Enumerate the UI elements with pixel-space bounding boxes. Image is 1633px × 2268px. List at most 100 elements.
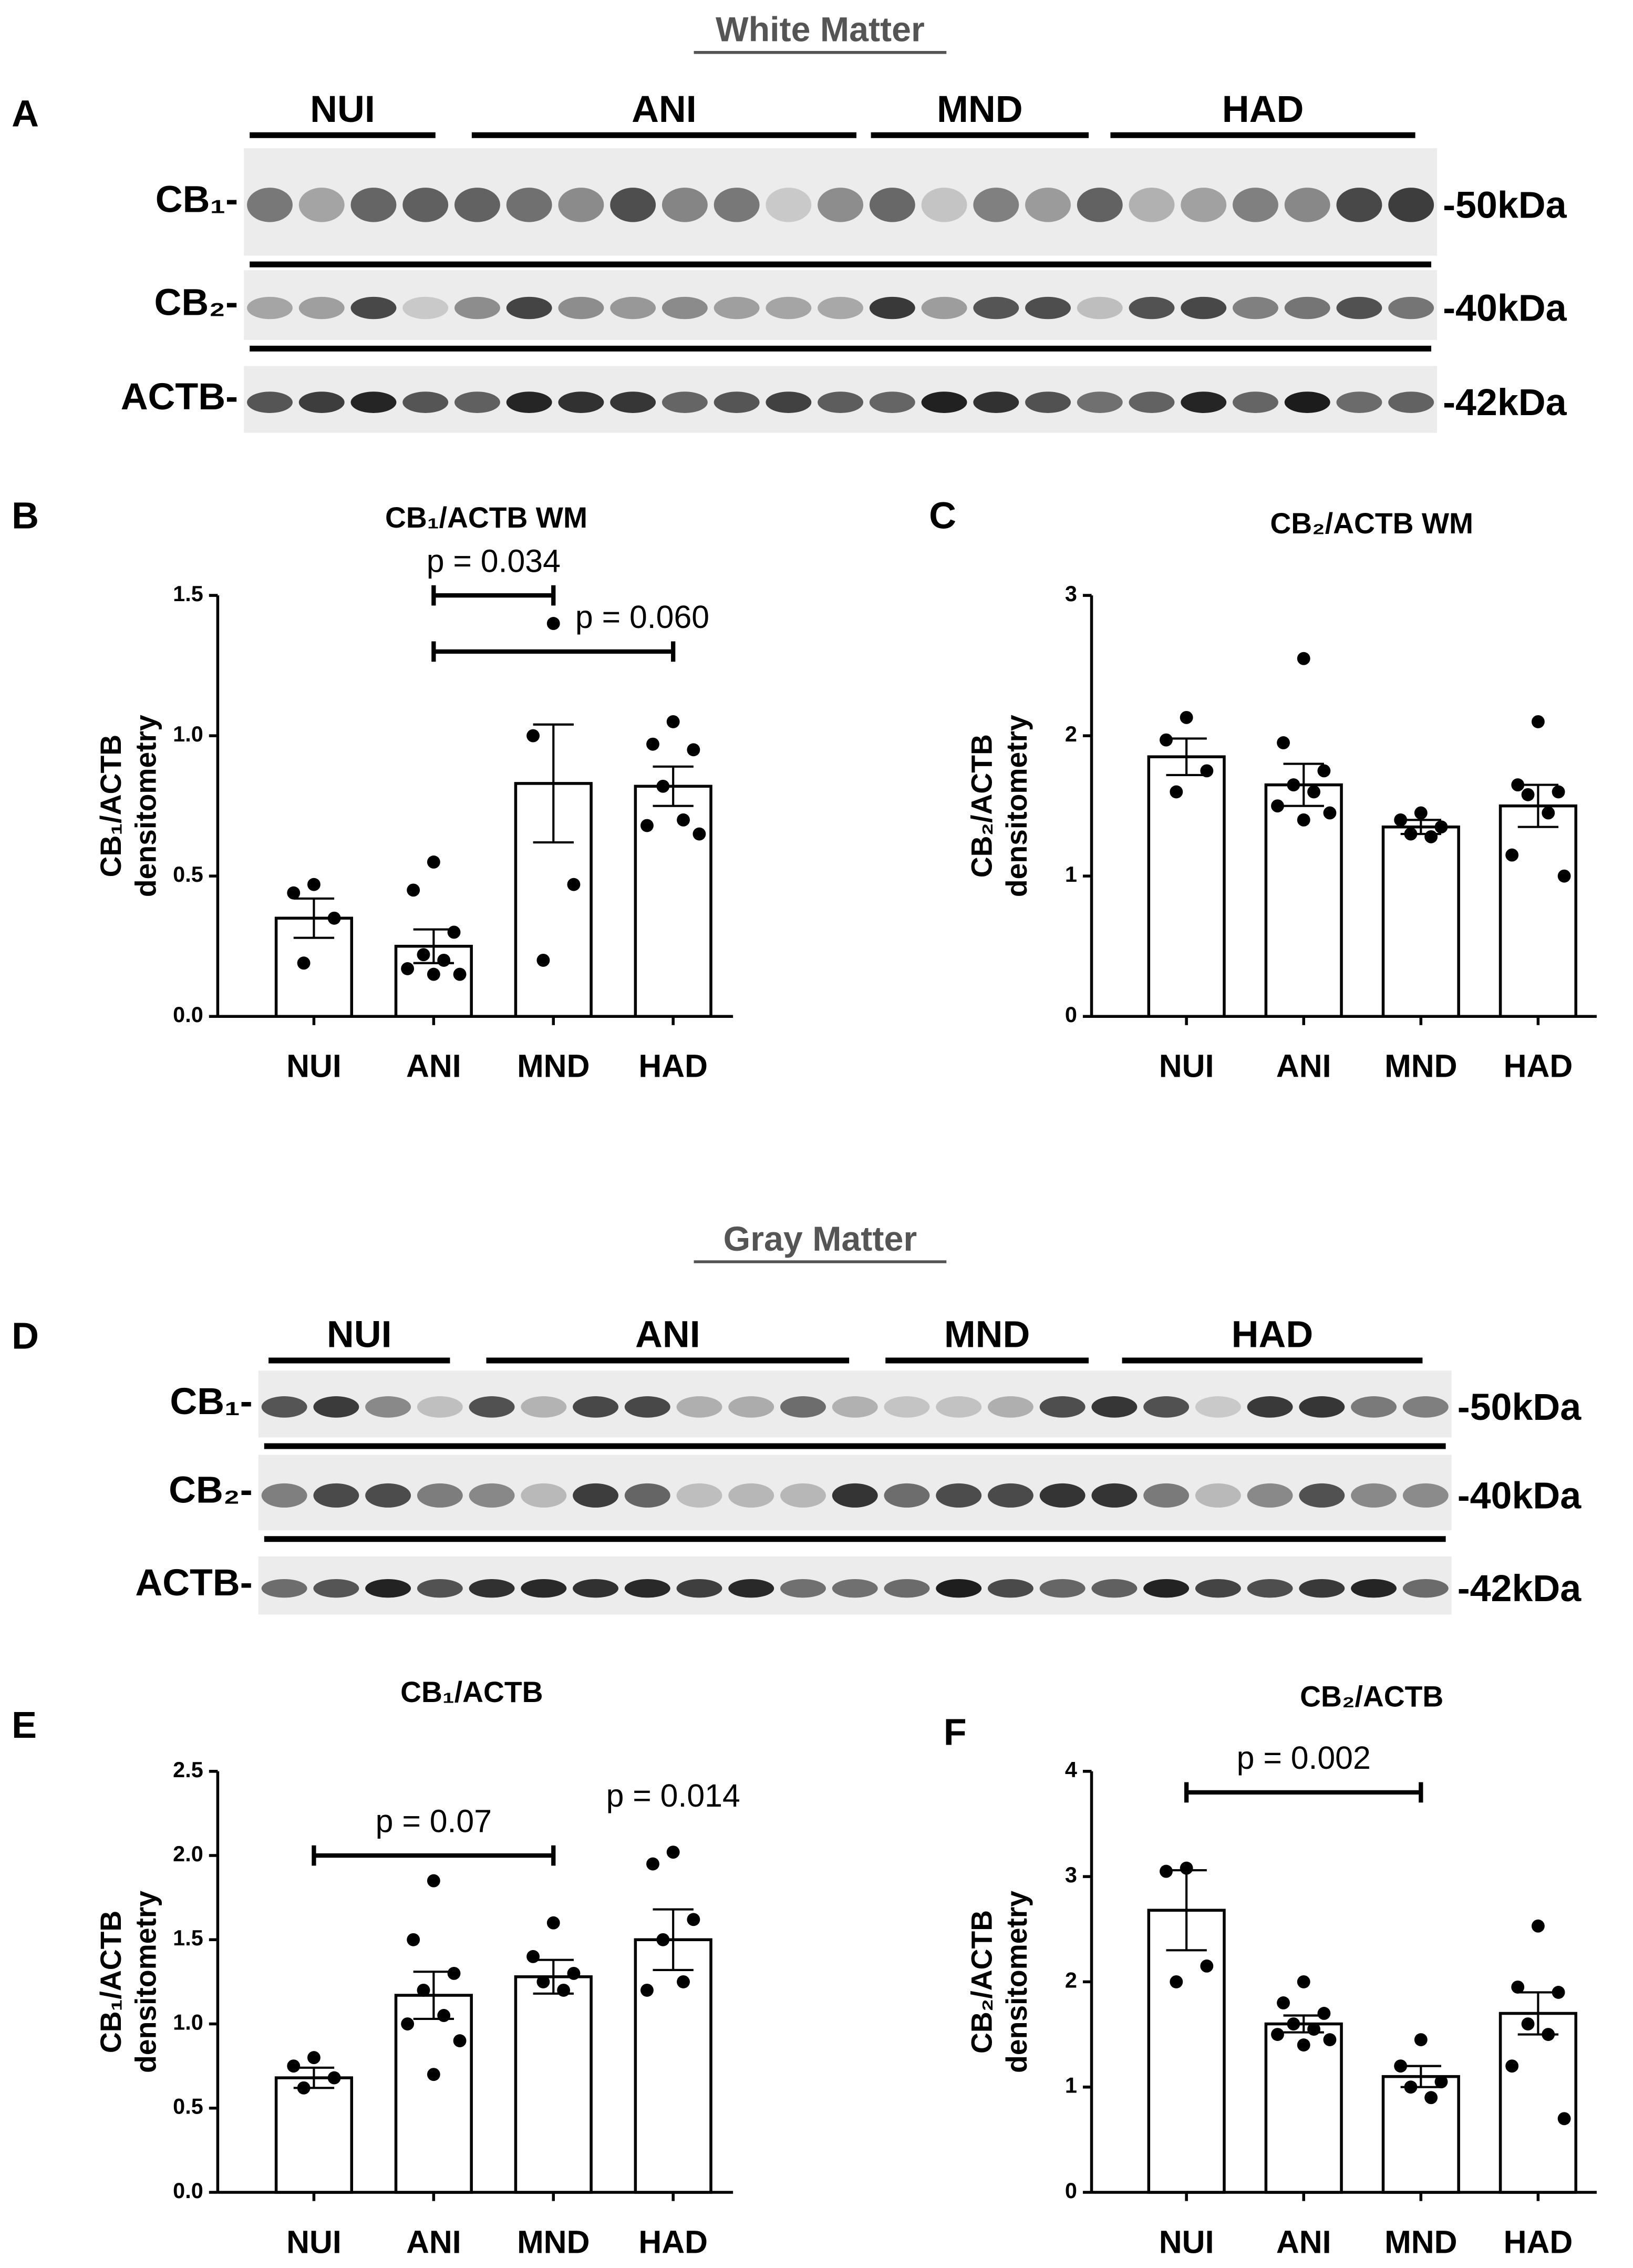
blot-band (1077, 391, 1123, 413)
blot-band (573, 1396, 618, 1418)
blot-band (987, 1579, 1033, 1598)
data-point (1277, 736, 1290, 749)
blot-band (558, 296, 604, 319)
chart-title: CB₁/ACTB WM (385, 501, 587, 534)
blot-band (869, 188, 915, 222)
y-tick-label: 3 (1065, 1862, 1077, 1887)
blot-band (662, 188, 708, 222)
data-point (1297, 1975, 1310, 1988)
blot-band (469, 1396, 515, 1418)
blot-band (624, 1396, 670, 1418)
blot-band (1247, 1396, 1293, 1418)
blot-band (365, 1396, 411, 1418)
blot-marker: -50kDa (1443, 184, 1567, 226)
blot-band (818, 391, 864, 413)
blot-label: CB₁- (170, 1380, 252, 1422)
panel-label: F (944, 1712, 967, 1754)
y-axis-label: densitometry (1000, 1891, 1033, 2073)
blot-band (987, 1396, 1033, 1418)
blot-band (1299, 1579, 1345, 1598)
data-point (401, 2017, 415, 2030)
data-point (1271, 799, 1284, 813)
blot-band (780, 1483, 826, 1508)
group-label: MND (944, 1314, 1030, 1356)
blot-band (402, 188, 449, 222)
data-point (427, 2068, 440, 2081)
group-label: MND (937, 88, 1023, 130)
blot-band (973, 391, 1019, 413)
data-point (1521, 2017, 1535, 2030)
y-tick-label: 2 (1065, 721, 1077, 746)
data-point (1531, 1919, 1545, 1933)
blot-marker: -42kDa (1443, 382, 1567, 424)
x-tick-label: NUI (286, 2224, 342, 2260)
data-point (297, 956, 311, 970)
blot-band (558, 391, 604, 413)
y-tick-label: 0.0 (173, 1002, 203, 1027)
blot-band (884, 1483, 930, 1508)
blot-band (1402, 1579, 1449, 1598)
x-tick-label: ANI (1276, 1048, 1331, 1084)
data-point (526, 729, 540, 743)
data-point (656, 779, 670, 793)
blot-band (832, 1579, 878, 1598)
data-point (407, 883, 420, 897)
blot-band (936, 1483, 982, 1508)
data-point (437, 953, 451, 967)
data-point (1160, 733, 1173, 747)
data-point (646, 1857, 659, 1871)
blot-band (1284, 391, 1330, 413)
x-tick-label: MND (1384, 1048, 1457, 1084)
section-title: Gray Matter (724, 1220, 917, 1259)
blot-label: CB₂- (154, 281, 239, 323)
data-point (693, 827, 706, 841)
data-point (546, 617, 560, 630)
data-point (1277, 1996, 1290, 2009)
group-label: HAD (1232, 1314, 1314, 1356)
group-label: ANI (635, 1314, 700, 1356)
data-point (1307, 2023, 1320, 2036)
p-value: p = 0.034 (427, 543, 561, 579)
data-point (1323, 2033, 1337, 2046)
blot-band (521, 1396, 567, 1418)
bar (1381, 825, 1460, 1018)
data-point (1180, 710, 1193, 724)
blot-band (1233, 391, 1278, 413)
blot-band (1181, 391, 1227, 413)
y-tick-label: 0.5 (173, 2094, 203, 2119)
data-point (1434, 820, 1448, 834)
blot-marker: -50kDa (1458, 1386, 1582, 1428)
blot-band (1351, 1579, 1397, 1598)
blot-band (313, 1396, 359, 1418)
blot-band (869, 296, 915, 319)
data-point (1317, 764, 1331, 778)
blot-band (1351, 1483, 1397, 1508)
blot-band (987, 1483, 1033, 1508)
blot-band (298, 296, 345, 319)
blot-band (1039, 1483, 1086, 1508)
data-point (666, 715, 680, 728)
data-point (646, 737, 659, 751)
panel-label: E (12, 1704, 37, 1746)
data-point (1414, 806, 1428, 820)
y-tick-label: 1 (1065, 862, 1077, 886)
blot-band (1233, 188, 1278, 222)
blot-band (454, 391, 500, 413)
bar (1498, 2012, 1577, 2194)
blot-band (1181, 296, 1227, 319)
blot-band (1388, 391, 1434, 413)
blot-band (624, 1579, 670, 1598)
blot-band (247, 188, 293, 222)
blot-band (973, 188, 1019, 222)
y-tick-label: 2.5 (173, 1757, 203, 1782)
data-point (557, 1983, 571, 1997)
p-value: p = 0.014 (606, 1778, 740, 1813)
blot-band (1299, 1483, 1345, 1508)
data-point (417, 948, 430, 962)
blot-band (884, 1579, 930, 1598)
blot-band (247, 296, 293, 319)
blot-band (676, 1483, 722, 1508)
group-label: NUI (310, 88, 375, 130)
x-tick-label: ANI (406, 1048, 461, 1084)
data-point (287, 886, 301, 900)
